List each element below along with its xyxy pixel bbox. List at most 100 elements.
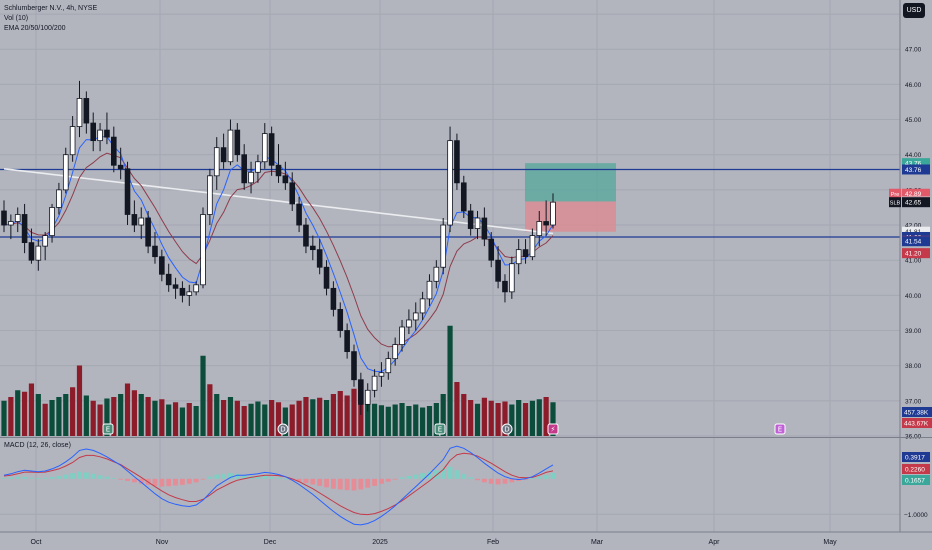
legend-symbol[interactable]: Schlumberger N.V., 4h, NYSE — [4, 5, 98, 12]
volume-bar — [90, 400, 96, 436]
macd-histogram-bar — [221, 473, 226, 479]
candle-body — [255, 161, 261, 173]
candle-body — [248, 171, 254, 184]
price-badge-label: 41.20 — [905, 251, 922, 258]
event-marker-split[interactable]: ⚡ — [547, 423, 559, 435]
macd-histogram-bar — [42, 477, 48, 479]
volume-bar — [454, 382, 460, 436]
legend-ema[interactable]: EMA 20/50/100/200 — [4, 25, 66, 32]
candle-body — [261, 133, 268, 163]
volume-bar — [159, 399, 165, 436]
volume-bar — [56, 397, 62, 436]
event-markers[interactable]: E D E D ⚡ E — [102, 423, 786, 435]
pane-separator[interactable] — [0, 437, 932, 438]
candle-body — [337, 309, 344, 331]
macd-histogram-bar — [543, 475, 549, 479]
time-axis-label: Mar — [591, 539, 604, 546]
volume-bar — [262, 404, 268, 436]
time-axis-label: May — [823, 539, 837, 546]
candle-body — [481, 217, 488, 240]
candle-body — [227, 129, 234, 163]
price-axis[interactable]: 48.0047.0046.0045.0044.0043.0042.0041.00… — [889, 0, 932, 550]
macd-histogram-bar — [420, 473, 426, 479]
price-tick-label: 39.00 — [905, 328, 922, 335]
volume-bar — [97, 404, 103, 436]
event-marker-earnings[interactable]: E — [434, 423, 446, 435]
macd-tick-label: −1.0000 — [904, 512, 928, 519]
macd-histogram-bar — [468, 477, 474, 479]
event-marker-earnings[interactable]: E — [774, 423, 786, 435]
candle-body — [282, 175, 289, 184]
candle-body — [179, 287, 186, 296]
candle-body — [344, 330, 350, 353]
volume-bar — [522, 403, 529, 436]
macd-histogram-bar — [180, 478, 185, 485]
macd-histogram-bar — [262, 475, 268, 479]
macd-histogram-bar — [70, 473, 76, 479]
ema-200-line — [3, 168, 554, 235]
event-marker-dividend[interactable]: D — [277, 423, 289, 435]
time-axis-label: Apr — [709, 539, 721, 546]
macd-histogram-bar — [1, 478, 7, 479]
macd-histogram-bar — [90, 473, 96, 479]
price-badge-prefix: Pre — [891, 192, 900, 198]
price-badge-label: 43.76 — [905, 161, 922, 168]
candle-body — [447, 140, 453, 226]
candle-body — [104, 129, 110, 138]
macd-pane — [0, 445, 900, 526]
legend-volume[interactable]: Vol (10) — [4, 15, 29, 22]
volume-bar — [186, 403, 192, 436]
volume-bar — [207, 384, 213, 436]
macd-histogram-bar — [324, 478, 329, 488]
candle-body — [467, 210, 474, 229]
macd-histogram-bar — [523, 478, 528, 480]
volume-bar — [344, 395, 350, 436]
volume-bar — [413, 404, 419, 436]
price-badge-bg — [902, 236, 930, 247]
candle-body — [220, 147, 227, 163]
macd-histogram-bar — [104, 476, 110, 479]
price-badge-label: 43.76 — [905, 167, 922, 174]
macd-badge-label: 0.1657 — [905, 478, 925, 485]
candle-body — [385, 358, 392, 374]
volume-bar — [1, 400, 7, 436]
event-marker-label: D — [504, 426, 509, 434]
volume-bar — [275, 402, 282, 436]
volume-bar — [21, 391, 28, 436]
macd-histogram-bar — [255, 476, 261, 479]
volume-bar — [337, 391, 343, 436]
macd-histogram-bar — [337, 478, 343, 490]
volume-bar — [495, 403, 501, 436]
time-axis[interactable]: Oct Nov Dec 2025 Feb Mar Apr May — [0, 531, 932, 550]
price-badge-bg — [902, 226, 930, 237]
volume-bar — [42, 403, 48, 436]
volume-bar — [365, 400, 371, 436]
candle-body — [200, 214, 206, 286]
event-marker-dividend[interactable]: D — [501, 423, 513, 435]
price-badge-prefix: SLB — [890, 201, 901, 207]
volume-bar — [317, 397, 323, 436]
volume-bar — [296, 400, 302, 436]
candle-body — [42, 235, 48, 247]
macd-histogram-bar — [241, 475, 247, 479]
volume-bar — [63, 394, 69, 436]
volume-bar — [111, 397, 117, 436]
volume-bar — [248, 403, 254, 436]
candle-body — [165, 273, 172, 286]
candle-body — [83, 98, 90, 124]
macd-histogram-bar — [310, 478, 316, 485]
volume-bar — [104, 398, 110, 436]
legend-macd[interactable]: MACD (12, 26, close) — [4, 442, 71, 449]
candle-body — [364, 389, 371, 405]
volume-badge-label: 457.38K — [904, 410, 929, 417]
macd-histogram-bar — [495, 478, 501, 485]
currency-button[interactable]: USD — [903, 3, 925, 18]
macd-histogram-bar — [214, 474, 220, 479]
price-tick-label: 37.00 — [905, 398, 922, 405]
candle-body — [316, 249, 323, 268]
event-marker-earnings[interactable]: E — [102, 423, 114, 435]
macd-badge-label: 0.2260 — [905, 467, 925, 474]
price-badge-prefix-bg — [889, 188, 901, 199]
